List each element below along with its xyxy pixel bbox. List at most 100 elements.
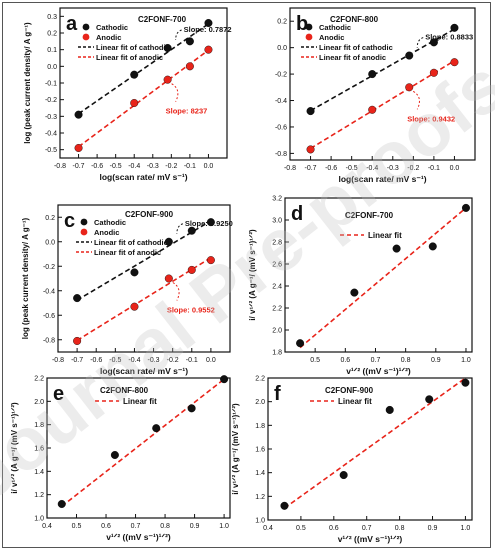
panel-a: -0.8 -0.7 -0.6 -0.5 -0.4 -0.3 -0.2 -0.1 0.0-0.5-… bbox=[23, 7, 232, 182]
y-tick-label: -0.8 bbox=[275, 151, 287, 158]
y-tick-label: -0.2 bbox=[275, 72, 287, 79]
data-point bbox=[164, 237, 173, 246]
y-tick-label: 2.6 bbox=[272, 262, 282, 269]
data-point bbox=[405, 51, 414, 60]
legend-label: Linear fit bbox=[338, 397, 372, 406]
slope-annotation-cathodic: Slope: 0.7872 bbox=[184, 25, 232, 34]
data-point bbox=[368, 70, 377, 79]
slope-annotation-anodic: Slope: 8237 bbox=[166, 107, 208, 116]
slope-arrow bbox=[172, 282, 180, 301]
data-point bbox=[163, 44, 172, 53]
data-point bbox=[74, 110, 83, 119]
data-point bbox=[306, 145, 315, 154]
x-tick-label: 1.0 bbox=[461, 525, 471, 532]
legend-marker bbox=[82, 33, 90, 41]
y-axis-label: log (peak current density/ A g⁻¹) bbox=[23, 22, 32, 144]
y-tick-label: 2.2 bbox=[255, 376, 265, 383]
data-point bbox=[187, 404, 196, 413]
legend-label: Linear fit of anodic bbox=[319, 53, 386, 62]
y-axis-label: i/ v¹ᐟ² (A g⁻¹/ (mV s⁻¹)¹ᐟ²) bbox=[10, 402, 19, 494]
panel-c: -0.8 -0.7 -0.6 -0.5 -0.4 -0.3 -0.2 -0.1 0.0 -0.8 -… bbox=[21, 204, 233, 376]
x-axis-label: v¹ᐟ² ((mV s⁻¹)¹ᐟ²) bbox=[346, 366, 411, 376]
data-point bbox=[130, 268, 139, 277]
x-tick-label: -0.5 bbox=[110, 163, 122, 170]
legend-label: Linear fit of anodic bbox=[96, 53, 163, 62]
x-tick-label: -0.1 bbox=[186, 357, 198, 364]
y-tick-label: 2.0 bbox=[272, 328, 282, 335]
fit-line bbox=[61, 378, 225, 507]
x-tick-label: -0.6 bbox=[91, 163, 103, 170]
panel-title: C2FONF-900 bbox=[125, 210, 174, 219]
plot-area bbox=[57, 204, 231, 353]
y-tick-label: 2.0 bbox=[255, 399, 265, 406]
y-tick-label: 1.0 bbox=[255, 518, 265, 525]
x-tick-label: -0.1 bbox=[428, 165, 440, 172]
x-tick-label: 0.8 bbox=[401, 357, 411, 364]
x-tick-label: -0.3 bbox=[147, 163, 159, 170]
panel-e: 0.4 0.5 0.6 0.7 0.8 0.9 1.0 1.0 1.2 1.4 1.6 1.8 2.0 2… bbox=[10, 375, 231, 542]
x-tick-label: 0.5 bbox=[296, 525, 306, 532]
data-point bbox=[425, 395, 434, 404]
x-tick-label: -0.4 bbox=[128, 163, 140, 170]
y-tick-label: 1.0 bbox=[34, 516, 44, 523]
x-tick-label: -0.2 bbox=[165, 163, 177, 170]
x-tick-label: 1.0 bbox=[219, 523, 229, 530]
x-tick-label: 0.9 bbox=[431, 357, 441, 364]
x-tick-label: -0.1 bbox=[184, 163, 196, 170]
x-axis-label: v¹ᐟ² ((mV s⁻¹)¹ᐟ²) bbox=[106, 532, 171, 542]
data-point bbox=[204, 19, 213, 28]
plot-area bbox=[289, 7, 476, 161]
data-point bbox=[130, 98, 139, 107]
y-tick-label: -0.5 bbox=[45, 147, 57, 154]
y-tick-label: 0.3 bbox=[47, 14, 57, 21]
y-tick-label: 1.6 bbox=[34, 446, 44, 453]
y-tick-label: -0.4 bbox=[275, 98, 287, 105]
data-point bbox=[280, 501, 289, 510]
slope-arrow bbox=[176, 223, 184, 234]
x-tick-label: 0.9 bbox=[428, 525, 438, 532]
x-axis-label: log(scan rate/ mV s⁻¹) bbox=[100, 366, 188, 376]
y-axis-label: log (peak current density/ A g⁻¹) bbox=[21, 217, 30, 339]
x-tick-label: 0.0 bbox=[206, 357, 216, 364]
y-tick-label: 1.8 bbox=[272, 350, 282, 357]
fit-line bbox=[283, 377, 466, 509]
data-point bbox=[306, 107, 315, 116]
data-point bbox=[73, 336, 82, 345]
slope-arrow bbox=[171, 83, 179, 102]
x-tick-label: -0.3 bbox=[387, 165, 399, 172]
legend-label: Cathodic bbox=[319, 23, 351, 32]
data-point bbox=[450, 23, 459, 32]
x-tick-label: -0.7 bbox=[73, 163, 85, 170]
data-point bbox=[110, 451, 119, 460]
figure-frame bbox=[2, 2, 491, 548]
x-tick-label: 0.6 bbox=[329, 525, 339, 532]
y-tick-label: 1.8 bbox=[34, 422, 44, 429]
panel-title: C2FONF-900 bbox=[325, 386, 374, 395]
x-tick-label: -0.2 bbox=[407, 165, 419, 172]
legend-label: Cathodic bbox=[94, 218, 126, 227]
x-tick-label: -0.8 bbox=[284, 165, 296, 172]
data-point bbox=[74, 143, 83, 152]
x-tick-label: -0.7 bbox=[71, 357, 83, 364]
legend-label: Anodic bbox=[319, 33, 344, 42]
data-point bbox=[204, 45, 213, 54]
slope-arrow bbox=[416, 37, 424, 48]
data-point bbox=[206, 256, 215, 265]
y-tick-label: 2.2 bbox=[272, 306, 282, 313]
legend-label: Linear fit of cathodic bbox=[94, 238, 168, 247]
y-tick-label: -0.6 bbox=[275, 124, 287, 131]
y-tick-label: 0.2 bbox=[45, 215, 55, 222]
y-tick-label: 0.2 bbox=[47, 31, 57, 38]
legend-marker bbox=[305, 33, 313, 41]
data-point bbox=[220, 375, 229, 384]
y-tick-label: 0.0 bbox=[45, 239, 55, 246]
x-tick-label: 0.0 bbox=[450, 165, 460, 172]
data-point bbox=[405, 83, 414, 92]
slope-annotation-anodic: Slope: 0.9432 bbox=[407, 114, 455, 123]
plot-area bbox=[284, 197, 473, 353]
panel-title: C2FONF-700 bbox=[345, 211, 394, 220]
panel-letter: b bbox=[296, 13, 308, 35]
slope-annotation-anodic: Slope: 0.9552 bbox=[167, 306, 215, 315]
x-axis-label: log(scan rate/ mV s⁻¹) bbox=[99, 172, 187, 182]
